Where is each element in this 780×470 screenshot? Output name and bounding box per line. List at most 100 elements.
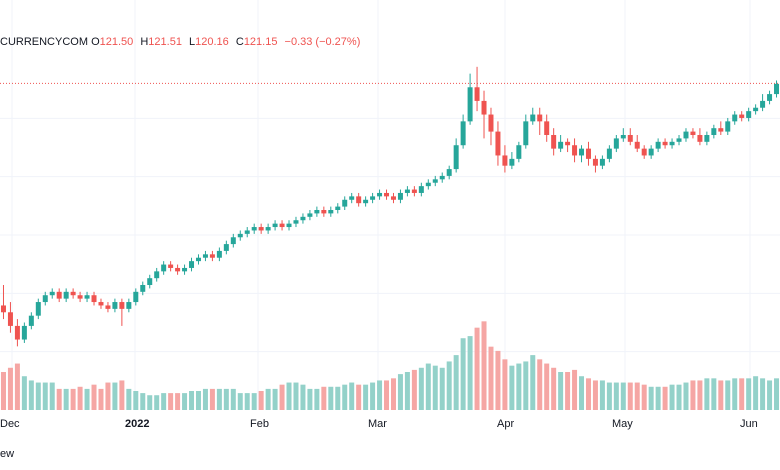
candle-body <box>363 199 369 204</box>
open-value: 121.50 <box>99 36 134 48</box>
candle-body <box>216 250 222 258</box>
volume-bar <box>168 393 174 410</box>
volume-bar <box>495 350 501 410</box>
volume-bar <box>0 372 6 410</box>
volume-bar <box>328 386 334 410</box>
volume-bar <box>293 382 299 410</box>
candle-body <box>558 141 564 149</box>
candle-body <box>467 87 473 122</box>
volume-bar <box>683 382 689 410</box>
volume-bar <box>223 388 229 410</box>
candle-body <box>481 100 487 115</box>
candle-body <box>182 267 188 272</box>
volume-bar <box>272 388 278 410</box>
candle-body <box>767 94 773 101</box>
candle-body <box>175 267 181 272</box>
candle-body <box>551 135 557 149</box>
volume-bar <box>84 388 90 410</box>
candle-body <box>411 189 417 193</box>
volume-bar <box>481 321 487 410</box>
candle-body <box>460 121 466 146</box>
volume-bar <box>613 382 619 410</box>
candle-body <box>0 305 6 313</box>
candle-body <box>272 223 278 228</box>
volume-bar <box>397 374 403 410</box>
candle-body <box>669 141 675 146</box>
volume-bar <box>565 372 571 410</box>
close-label: C <box>235 36 244 48</box>
candle-body <box>56 291 62 299</box>
volume-bar <box>63 388 69 410</box>
volume-bar <box>669 384 675 410</box>
candle-body <box>349 196 355 200</box>
symbol-label: CURRENCYCOM <box>0 36 88 48</box>
volume-bar <box>370 382 376 410</box>
volume-bar <box>732 378 738 410</box>
high-value: 121.51 <box>148 36 182 48</box>
candle-body <box>474 87 480 101</box>
volume-bar <box>175 393 181 410</box>
volume-bar <box>265 388 271 410</box>
volume-bar <box>474 327 480 410</box>
volume-bar <box>189 391 195 410</box>
ohlc-legend: CURRENCYCOM O121.50 H121.51 L120.16 C121… <box>0 36 364 48</box>
x-tick-label: Dec <box>0 418 20 430</box>
volume-bar <box>154 395 160 410</box>
volume-bar <box>35 382 41 410</box>
volume-bar <box>7 367 13 410</box>
volume-bar <box>711 378 717 410</box>
volume-bar <box>558 372 564 410</box>
volume-bar <box>579 376 585 410</box>
volume-bar <box>209 388 215 410</box>
candle-body <box>579 148 585 156</box>
volume-bar <box>363 384 369 410</box>
candle-body <box>251 227 257 231</box>
volume-bar <box>411 369 417 410</box>
volume-bar <box>544 363 550 410</box>
volume-bar <box>377 380 383 410</box>
candle-body <box>655 141 661 149</box>
x-tick-label: Feb <box>250 418 269 430</box>
volume-bar <box>488 346 494 410</box>
candle-body <box>223 244 229 251</box>
high-label: H <box>140 36 149 48</box>
candle-body <box>140 285 146 292</box>
x-tick-label: 2022 <box>125 418 149 430</box>
candle-body <box>711 128 717 135</box>
candle-body <box>704 135 710 142</box>
candle-body <box>523 121 529 146</box>
volume-bar <box>133 391 139 410</box>
candle-body <box>335 206 341 210</box>
candle-body <box>774 83 780 95</box>
volume-bar <box>56 388 62 410</box>
volume-bar <box>725 380 731 410</box>
candle-body <box>91 295 97 303</box>
change-value: −0.33 (−0.27%) <box>284 36 361 48</box>
volume-bar <box>230 388 236 410</box>
volume-bar <box>418 367 424 410</box>
volume-bar <box>606 382 612 410</box>
volume-bar <box>70 388 76 410</box>
volume-bar <box>767 380 773 410</box>
candle-body <box>154 271 160 279</box>
volume-bar <box>335 386 341 410</box>
volume-bar <box>453 355 459 410</box>
candle-body <box>753 107 759 112</box>
candle-body <box>390 196 396 200</box>
volume-bar <box>655 386 661 410</box>
candle-body <box>307 213 313 217</box>
candle-body <box>28 315 34 326</box>
volume-bar <box>530 355 536 410</box>
volume-bar <box>244 393 250 410</box>
volume-bar <box>342 384 348 410</box>
volume-bar <box>460 338 466 410</box>
candle-body <box>202 254 208 258</box>
candle-body <box>286 223 292 228</box>
volume-bar <box>182 393 188 410</box>
candle-body <box>84 295 90 299</box>
candle-body <box>676 138 682 142</box>
candle-body <box>230 237 236 245</box>
volume-bar <box>251 393 257 410</box>
